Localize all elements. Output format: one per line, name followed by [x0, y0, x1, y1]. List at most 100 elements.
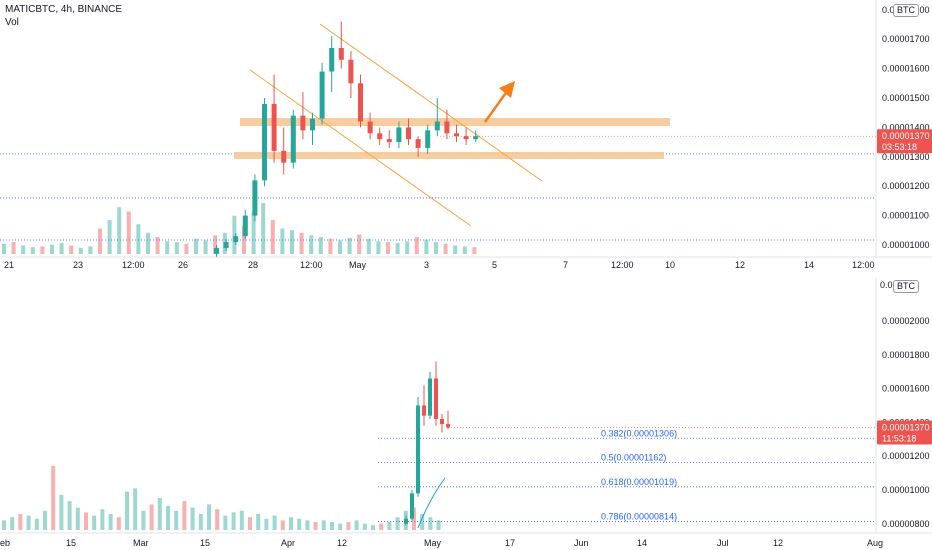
- volume-bar: [213, 235, 218, 254]
- volume-bar: [420, 514, 425, 530]
- volume-bar: [166, 506, 170, 530]
- candle-body: [290, 115, 296, 163]
- volume-label: Vol: [5, 17, 19, 28]
- volume-bar: [272, 515, 277, 530]
- volume-bar: [92, 515, 97, 530]
- volume-bar: [321, 520, 326, 530]
- date-tick-label: 12:00: [611, 260, 634, 270]
- volume-bar: [405, 241, 410, 254]
- date-tick-label: 14: [637, 538, 647, 548]
- volume-bar: [264, 518, 269, 530]
- volume-bar: [428, 517, 433, 530]
- price-tick-label: 0.00001100: [882, 211, 929, 221]
- date-tick-label: 7: [563, 260, 568, 270]
- projection-arrow-shaft: [483, 89, 510, 123]
- candle-body: [463, 136, 469, 140]
- volume-bar: [376, 241, 381, 254]
- volume-bar: [184, 243, 189, 254]
- candle-body: [338, 48, 344, 60]
- price-tick-label: 0.00002000: [882, 316, 930, 326]
- daily-chart-pane[interactable]: 0.000020000.000018000.000016000.00001400…: [0, 278, 932, 550]
- daily-chart-canvas[interactable]: 0.000020000.000018000.000016000.00001400…: [0, 278, 932, 550]
- candle-body: [358, 83, 363, 122]
- price-tick-label: 0.00001300: [882, 152, 930, 162]
- candle-body: [281, 150, 287, 163]
- volume-bar: [386, 242, 390, 254]
- volume-bar: [297, 518, 302, 530]
- date-tick-label: 15: [200, 538, 210, 548]
- last-price-tag: [877, 129, 932, 154]
- symbol-title: MATICBTC, 4h, BINANCE: [5, 4, 123, 15]
- volume-bar: [126, 211, 131, 254]
- date-tick-label: 12:00: [300, 260, 323, 270]
- volume-bar: [280, 228, 285, 254]
- volume-bar: [231, 512, 236, 530]
- volume-bar: [84, 512, 88, 530]
- volume-bar: [395, 242, 400, 254]
- candle-body: [223, 242, 229, 248]
- date-tick-label: 15: [66, 538, 76, 548]
- currency-badge[interactable]: BTC: [893, 4, 919, 17]
- candle-body: [404, 518, 408, 524]
- volume-bar: [328, 238, 333, 254]
- volume-bar: [232, 215, 237, 254]
- volume-bar: [362, 523, 367, 530]
- volume-bar: [157, 498, 162, 530]
- volume-bar: [309, 235, 314, 254]
- date-tick-label: eb: [0, 538, 10, 548]
- volume-bar: [108, 514, 113, 530]
- last-price-text: 0.00001370: [882, 131, 930, 141]
- volume-bar: [280, 520, 285, 530]
- volume-bar: [330, 522, 334, 530]
- volume-bar: [436, 520, 441, 530]
- currency-badge-bottom[interactable]: BTC: [893, 280, 919, 293]
- countdown-text: 03:53:18: [882, 142, 917, 152]
- candle-body: [446, 424, 450, 428]
- price-tick-label: 0.00001200: [882, 181, 930, 191]
- candle-body: [440, 419, 444, 425]
- candle-body: [386, 139, 392, 143]
- main-chart-pane[interactable]: 0.000018000.000017000.000016000.00001500…: [0, 0, 932, 272]
- date-tick-label: 12:00: [852, 260, 875, 270]
- date-tick-label: 12: [337, 538, 347, 548]
- volume-bar: [207, 504, 211, 530]
- price-tick-label: 0.00001500: [882, 93, 930, 103]
- candle-body: [428, 378, 432, 416]
- date-tick-label: 12: [735, 260, 745, 270]
- date-tick-label: 28: [248, 260, 258, 270]
- volume-bar: [251, 211, 256, 254]
- candle-body: [367, 121, 373, 134]
- volume-bar: [50, 244, 54, 254]
- volume-bar: [136, 224, 141, 254]
- volume-bar: [395, 517, 400, 530]
- countdown-text: 11:53:18: [882, 433, 916, 443]
- volume-bar: [338, 240, 342, 254]
- volume-bar: [198, 514, 203, 530]
- candle-body: [252, 180, 258, 216]
- volume-bar: [155, 237, 160, 254]
- volume-bar: [313, 522, 318, 530]
- volume-bar: [116, 517, 121, 530]
- date-tick-label: 10: [665, 260, 675, 270]
- volume-bar: [165, 241, 170, 254]
- candle-body: [262, 103, 267, 181]
- volume-bar: [318, 237, 323, 254]
- last-price-text: 0.00001370: [882, 422, 930, 432]
- main-chart-canvas[interactable]: 0.000018000.000017000.000016000.00001500…: [0, 0, 932, 272]
- volume-bar: [379, 523, 384, 530]
- candle-body: [233, 236, 239, 243]
- volume-bar: [354, 520, 359, 530]
- volume-bar: [289, 517, 293, 530]
- volume-bar: [182, 501, 187, 530]
- price-tick-label: 0.00001000: [882, 485, 930, 495]
- candle-body: [242, 215, 248, 237]
- candle-body: [415, 139, 421, 148]
- volume-bar: [434, 242, 438, 254]
- volume-bar: [59, 494, 64, 530]
- date-tick-label: 21: [4, 260, 14, 270]
- volume-bar: [59, 242, 64, 254]
- volume-bar: [98, 228, 102, 254]
- candle-body: [473, 136, 479, 140]
- candle-body: [434, 121, 440, 131]
- projection-arrow-head: [499, 81, 515, 98]
